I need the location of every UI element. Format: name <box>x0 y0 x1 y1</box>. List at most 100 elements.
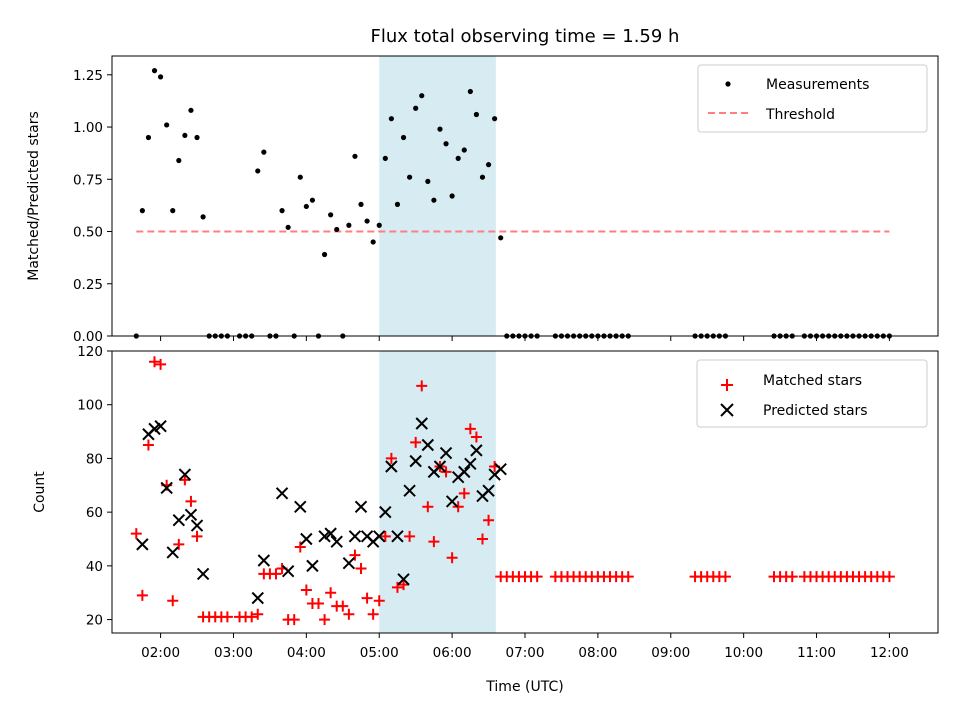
matched-star-point <box>373 595 385 607</box>
predicted-star-point <box>257 554 271 567</box>
measurement-point <box>431 197 437 203</box>
predicted-star-point <box>354 500 368 513</box>
measurement-point <box>309 197 316 203</box>
top-shaded-span <box>379 56 496 336</box>
x-axis-label: Time (UTC) <box>485 679 563 695</box>
matched-star-point <box>130 528 142 540</box>
matched-star-point <box>470 431 482 443</box>
predicted-star-point <box>172 513 186 527</box>
measurement-point <box>479 174 486 180</box>
predicted-star-point <box>494 462 507 476</box>
bottom-panel: 20 40 60 80 100 120 02:00 03:00 04:00 05:00 06:00… <box>32 344 939 695</box>
matched-star-point <box>191 530 203 542</box>
top-panel: 0.00 0.25 0.50 0.75 1.00 1.25 Matched/Predict… <box>26 55 939 345</box>
predicted-star-point <box>397 573 410 586</box>
matched-star-point <box>422 501 434 513</box>
predicted-star-point <box>415 417 428 430</box>
matched-star-point <box>270 568 282 580</box>
predicted-star-point <box>184 508 198 522</box>
matched-star-point <box>404 530 416 542</box>
predicted-star-point <box>421 438 435 452</box>
matched-star-point <box>531 571 543 583</box>
matched-star-point <box>440 466 452 478</box>
matched-star-point <box>883 571 895 583</box>
measurement-point <box>388 116 394 122</box>
predicted-star-point <box>433 460 447 473</box>
top-y-axis: 0.00 0.25 0.50 0.75 1.00 1.25 <box>73 68 112 345</box>
top-y-axis-label: Matched/Predicted stars <box>26 111 42 281</box>
predicted-star-point <box>409 454 422 468</box>
matched-star-point <box>155 358 167 370</box>
measurement-point <box>352 153 358 159</box>
measurement-point <box>467 88 473 95</box>
legend-label-predicted-stars: Predicted stars <box>763 403 868 419</box>
predicted-star-point <box>275 487 289 500</box>
predicted-star-point <box>330 535 343 548</box>
top-y-tick-label: 1.00 <box>73 120 103 136</box>
measurement-point <box>358 201 364 207</box>
matched-star-point <box>337 600 349 612</box>
matched-star-point <box>391 581 403 593</box>
measurement-point <box>492 116 498 122</box>
predicted-star-point <box>306 559 319 573</box>
x-tick-label: 03:00 <box>214 645 253 661</box>
measurement-point <box>194 134 200 141</box>
measurement-point <box>145 134 152 141</box>
measurement-point <box>170 208 176 214</box>
predicted-star-point <box>281 565 295 578</box>
measurement-point <box>498 235 504 241</box>
predicted-star-point <box>385 460 398 473</box>
matched-star-point <box>179 474 191 486</box>
measurement-point <box>176 157 182 164</box>
matched-star-point <box>398 579 410 591</box>
matched-star-point <box>288 614 300 626</box>
predicted-star-point <box>300 532 313 546</box>
bottom-y-tick-label: 100 <box>77 398 103 414</box>
measurement-point <box>400 134 407 141</box>
matched-star-point <box>458 487 470 499</box>
legend-marker-matched-stars <box>721 379 733 391</box>
measurement-point <box>182 132 188 139</box>
bottom-y-tick-label: 60 <box>86 505 103 521</box>
bottom-plot-marks <box>130 356 895 626</box>
legend-label-matched-stars: Matched stars <box>763 373 862 389</box>
top-y-tick-label: 0.25 <box>73 277 103 293</box>
x-tick-label: 05:00 <box>360 645 399 661</box>
matched-star-point <box>464 423 476 435</box>
x-tick-label: 02:00 <box>141 645 180 661</box>
matched-star-point <box>349 549 361 561</box>
bottom-shaded-span <box>379 351 496 633</box>
measurement-point <box>139 208 145 214</box>
measurement-point <box>364 218 370 224</box>
matched-star-point <box>185 495 197 507</box>
matched-star-point <box>361 592 373 604</box>
bottom-y-tick-label: 40 <box>86 559 103 575</box>
measurement-point <box>376 222 382 228</box>
measurement-point <box>321 251 328 258</box>
bottom-y-tick-label: 120 <box>77 344 103 360</box>
matched-star-point <box>786 571 798 583</box>
predicted-star-point <box>196 567 210 581</box>
matched-star-point <box>622 571 634 583</box>
matched-star-point <box>142 439 154 451</box>
legend-label-threshold: Threshold <box>765 107 835 123</box>
predicted-star-point <box>160 481 173 495</box>
measurement-point <box>394 201 401 207</box>
measurement-point <box>200 214 206 220</box>
measurement-point <box>443 141 449 147</box>
predicted-star-point <box>166 546 179 559</box>
matched-star-point <box>300 584 312 596</box>
measurement-point <box>485 162 492 168</box>
predicted-star-point <box>348 530 362 543</box>
legend-label-measurements: Measurements <box>766 77 869 93</box>
x-tick-label: 08:00 <box>578 645 617 661</box>
measurement-point <box>455 155 461 161</box>
legend-marker-predicted-stars <box>720 403 734 417</box>
predicted-star-point <box>342 556 356 570</box>
top-x-axis-ticks <box>160 336 890 341</box>
measurement-point <box>157 74 164 80</box>
x-tick-label: 10:00 <box>724 645 763 661</box>
x-tick-label: 12:00 <box>870 645 909 661</box>
measurement-point <box>334 226 340 233</box>
matched-star-point <box>149 356 161 368</box>
